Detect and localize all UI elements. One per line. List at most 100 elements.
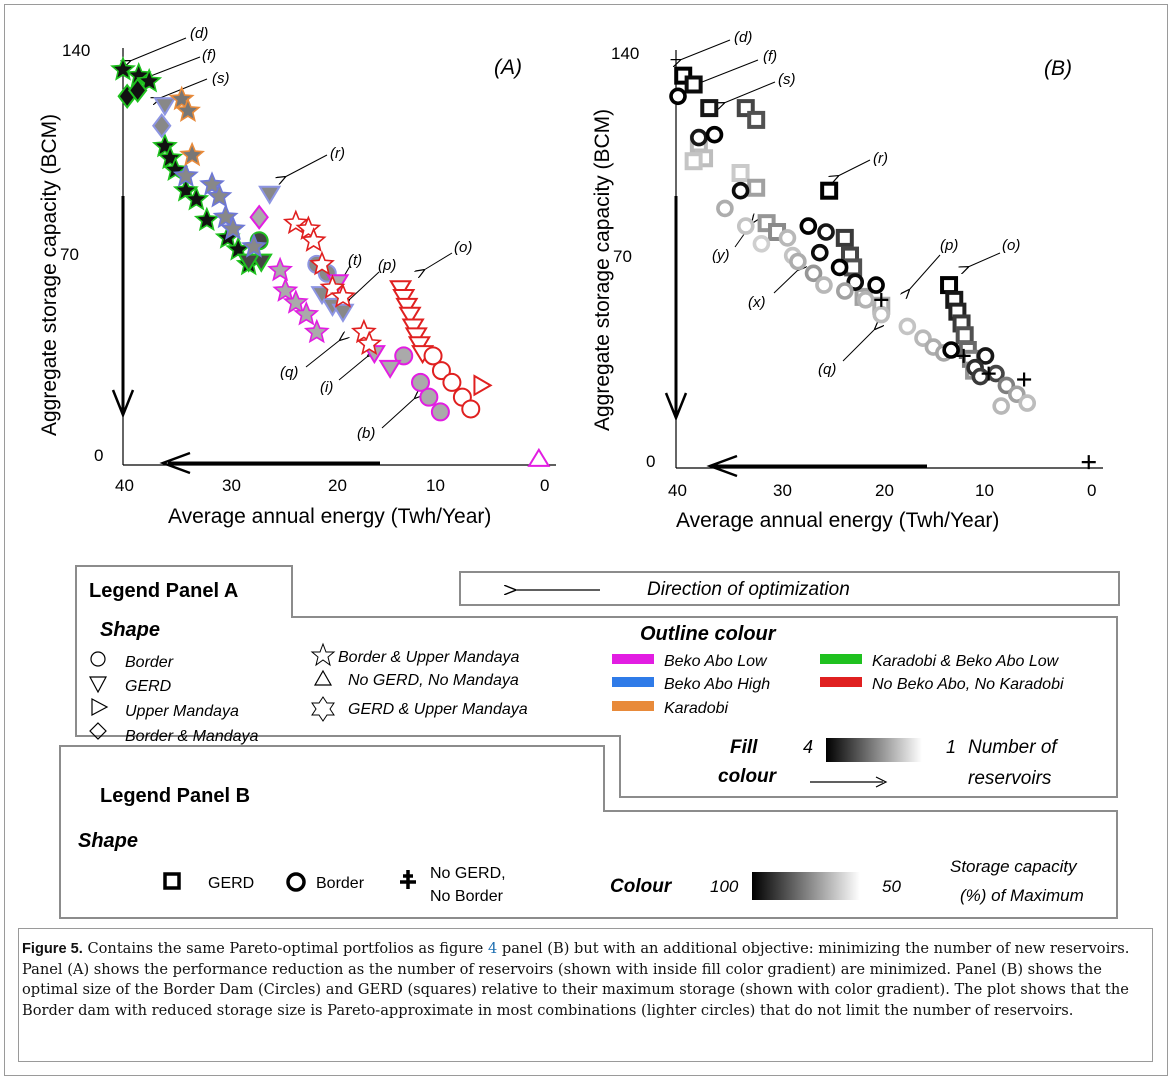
legend-a-outline-title: Outline colour xyxy=(640,623,777,645)
panel-a-ann-o: (o) xyxy=(454,239,472,256)
panel-a-ann-s: (s) xyxy=(212,70,230,87)
legend-b-colour-desc-1: Storage capacity xyxy=(950,857,1078,876)
panel-b-point-circle-41 xyxy=(830,258,849,277)
panel-b-point-circle-44 xyxy=(835,282,854,300)
panel-a-point-star-20 xyxy=(220,215,246,241)
legend-b-colour-min: 100 xyxy=(710,877,739,896)
panel-b-ann-y: (y) xyxy=(712,247,730,264)
caption-text-1: Contains the same Pareto-optimal portfol… xyxy=(82,940,488,957)
legend-b-shape-title: Shape xyxy=(78,830,138,852)
panel-b: 140 70 0 40 30 20 10 0 Average annual en… xyxy=(591,29,1103,532)
legend-a-star6-label: GERD & Upper Mandaya xyxy=(348,701,528,718)
legend-a-star5-icon xyxy=(310,642,336,667)
panel-a-point-star-31 xyxy=(168,85,195,111)
legend-a-star6-icon xyxy=(311,696,335,722)
legend-a-border-label: Border xyxy=(125,654,174,671)
legend-a-title-box xyxy=(76,565,293,617)
panel-a-point-star-37 xyxy=(293,300,320,326)
panel-b-point-plus-61 xyxy=(956,348,971,363)
panel-b-ann-p: (p) xyxy=(940,237,958,254)
panel-a-point-diamond-39 xyxy=(249,204,269,230)
panel-b-point-circle-30 xyxy=(716,199,734,218)
panel-b-point-circle-39 xyxy=(817,223,835,241)
panel-a-ann-p: (p) xyxy=(378,257,396,274)
panel-a: 140 70 0 40 30 20 10 0 Average annual en… xyxy=(38,25,556,528)
panel-b-ytick-140: 140 xyxy=(611,44,639,63)
legend-a-title: Legend Panel A xyxy=(89,580,238,602)
panel-a-point-star-21 xyxy=(240,233,267,258)
panel-a-point-triangle-down-45 xyxy=(378,359,402,379)
legend-a-no-beko-swatch xyxy=(820,677,862,687)
panel-a-point-star-22 xyxy=(172,162,199,187)
legend-a-gerd-label: GERD xyxy=(125,678,172,695)
panel-b-point-circle-31 xyxy=(736,217,755,235)
panel-b-y-label: Aggregate storage capacity (BCM) xyxy=(591,109,614,431)
panel-b-point-circle-59 xyxy=(1018,394,1037,412)
legend-a-karadobi-beko-label: Karadobi & Beko Abo Low xyxy=(872,653,1060,670)
panel-a-point-star-34 xyxy=(267,256,294,282)
legend-b-colour-title: Colour xyxy=(610,876,673,897)
panel-b-ytick-0: 0 xyxy=(646,452,655,471)
panel-a-ann-t: (t) xyxy=(348,252,362,269)
caption-box xyxy=(18,928,1153,1062)
panel-b-ann-o: (o) xyxy=(1002,237,1020,254)
panel-b-point-square-1 xyxy=(684,75,703,94)
panel-b-ann-q: (q) xyxy=(818,361,836,378)
panel-b-xtick-0: 0 xyxy=(1087,481,1096,500)
legend-a-beko-low-swatch xyxy=(612,654,654,664)
panel-b-point-plus-62 xyxy=(981,366,996,381)
panel-b-point-circle-58 xyxy=(992,397,1010,415)
panel-b-point-circle-33 xyxy=(778,229,797,247)
panel-b-ytick-70: 70 xyxy=(613,247,632,266)
legend-a-star5-label: Border & Upper Mandaya xyxy=(338,649,520,666)
panel-b-xtick-30: 30 xyxy=(773,481,792,500)
legend-a-diamond-icon xyxy=(89,722,107,740)
legend-a-shape-title: Shape xyxy=(100,619,160,641)
legend-b-colour-desc-2: (%) of Maximum xyxy=(960,886,1084,905)
panel-a-xtick-40: 40 xyxy=(115,476,134,495)
panel-b-point-square-9 xyxy=(747,178,766,197)
legend-a-triangle-up-icon xyxy=(313,669,333,686)
panel-a-point-circle-65 xyxy=(431,361,451,381)
panel-a-point-star-17 xyxy=(199,171,226,196)
panel-a-point-circle-42 xyxy=(419,387,439,407)
legend-a-border-circle-icon xyxy=(90,651,106,667)
panel-a-xtick-0: 0 xyxy=(540,476,549,495)
legend-a-mandaya-triangle-icon xyxy=(91,698,109,716)
caption-lead: Figure 5. xyxy=(22,941,83,957)
legend-b-frame xyxy=(59,745,1118,919)
legend-b-nogerd-label-1: No GERD, xyxy=(430,865,506,882)
panel-a-x-arrowhead xyxy=(159,451,191,475)
panel-b-point-circle-40 xyxy=(810,243,829,262)
panel-b-xtick-40: 40 xyxy=(668,481,687,500)
panel-a-point-diamond-28 xyxy=(151,113,172,139)
panel-a-point-star-32 xyxy=(174,97,201,123)
legend-a-beko-high-label: Beko Abo High xyxy=(664,676,770,693)
panel-b-point-plus-60 xyxy=(874,292,889,307)
legend-a-karadobi-label: Karadobi xyxy=(664,700,728,717)
panel-b-point-square-12 xyxy=(820,181,839,200)
legend-a-fill-min: 4 xyxy=(803,737,813,757)
legend-a-gerd-triangle-icon xyxy=(89,676,107,694)
panel-b-point-square-2 xyxy=(700,99,719,118)
panel-b-point-circle-35 xyxy=(789,252,807,271)
panel-b-xtick-20: 20 xyxy=(875,481,894,500)
panel-a-y-label: Aggregate storage capacity (BCM) xyxy=(38,114,61,436)
panel-a-x-label: Average annual energy (Twh/Year) xyxy=(168,505,491,528)
panel-b-point-plus-64 xyxy=(1081,455,1096,470)
legend-a-beko-high-swatch xyxy=(612,677,654,687)
panel-a-point-star-4 xyxy=(157,144,184,170)
panel-a-point-star-51 xyxy=(309,250,335,276)
panel-a-point-circle-43 xyxy=(430,402,450,422)
legend-b-border-circle-icon xyxy=(286,872,306,892)
figure-canvas: 140 70 0 40 30 20 10 0 Average annual en… xyxy=(38,25,1120,919)
panel-a-xtick-20: 20 xyxy=(328,476,347,495)
panel-b-ann-s: (s) xyxy=(778,71,796,88)
panel-b-y-arrowhead xyxy=(664,392,688,422)
panel-b-annotations xyxy=(680,39,1001,362)
panel-b-label: (B) xyxy=(1044,57,1072,80)
panel-b-marks xyxy=(669,66,1096,470)
panel-a-point-star-53 xyxy=(330,283,356,308)
legend-a-diamond-label: Border & Mandaya xyxy=(125,728,259,745)
caption-figure-link[interactable]: 4 xyxy=(487,940,498,957)
